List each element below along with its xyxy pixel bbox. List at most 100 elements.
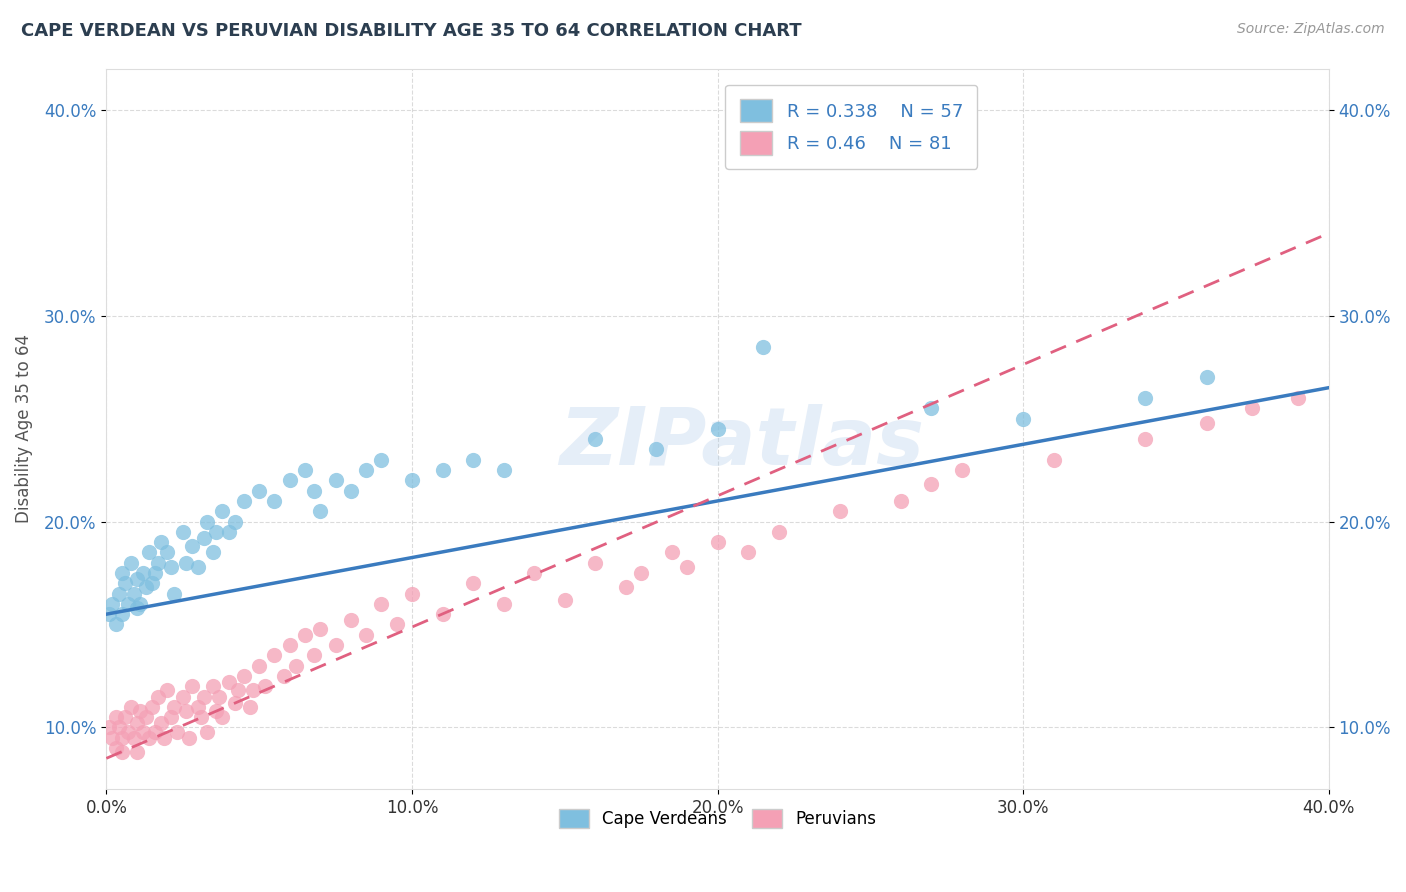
- Point: [492, 597, 515, 611]
- Point: [1195, 370, 1218, 384]
- Point: [138, 545, 160, 559]
- Point: [645, 442, 668, 457]
- Point: [385, 617, 408, 632]
- Point: [226, 683, 249, 698]
- Point: [554, 592, 576, 607]
- Point: [177, 731, 200, 745]
- Point: [153, 731, 176, 745]
- Point: [129, 597, 152, 611]
- Point: [676, 559, 699, 574]
- Point: [122, 586, 145, 600]
- Point: [211, 504, 233, 518]
- Point: [110, 745, 132, 759]
- Point: [1286, 391, 1309, 405]
- Point: [104, 710, 127, 724]
- Point: [135, 581, 157, 595]
- Point: [284, 658, 307, 673]
- Point: [208, 690, 231, 704]
- Point: [159, 710, 181, 724]
- Point: [117, 597, 139, 611]
- Point: [630, 566, 652, 580]
- Point: [492, 463, 515, 477]
- Point: [614, 581, 637, 595]
- Point: [247, 483, 270, 498]
- Point: [218, 675, 240, 690]
- Point: [162, 699, 184, 714]
- Point: [125, 572, 148, 586]
- Point: [132, 566, 155, 580]
- Point: [1042, 452, 1064, 467]
- Point: [294, 628, 316, 642]
- Point: [302, 648, 325, 663]
- Point: [187, 559, 209, 574]
- Point: [156, 545, 179, 559]
- Point: [180, 679, 202, 693]
- Point: [101, 597, 124, 611]
- Point: [737, 545, 759, 559]
- Y-axis label: Disability Age 35 to 64: Disability Age 35 to 64: [15, 334, 32, 524]
- Point: [247, 658, 270, 673]
- Point: [120, 699, 142, 714]
- Point: [706, 535, 728, 549]
- Point: [211, 710, 233, 724]
- Point: [141, 699, 163, 714]
- Point: [110, 566, 132, 580]
- Point: [205, 524, 228, 539]
- Point: [166, 724, 188, 739]
- Point: [661, 545, 683, 559]
- Point: [432, 463, 454, 477]
- Point: [141, 576, 163, 591]
- Point: [432, 607, 454, 622]
- Point: [180, 539, 202, 553]
- Point: [104, 741, 127, 756]
- Point: [239, 699, 262, 714]
- Point: [401, 586, 423, 600]
- Point: [309, 622, 332, 636]
- Point: [325, 474, 347, 488]
- Point: [187, 699, 209, 714]
- Point: [172, 690, 194, 704]
- Point: [110, 607, 132, 622]
- Point: [107, 586, 129, 600]
- Point: [159, 559, 181, 574]
- Point: [125, 745, 148, 759]
- Point: [202, 679, 225, 693]
- Point: [193, 690, 215, 704]
- Point: [1135, 432, 1157, 446]
- Point: [254, 679, 277, 693]
- Point: [172, 524, 194, 539]
- Point: [921, 477, 943, 491]
- Point: [1012, 411, 1035, 425]
- Point: [101, 731, 124, 745]
- Point: [193, 531, 215, 545]
- Point: [107, 721, 129, 735]
- Point: [1135, 391, 1157, 405]
- Point: [132, 724, 155, 739]
- Point: [354, 628, 377, 642]
- Point: [114, 576, 136, 591]
- Point: [156, 683, 179, 698]
- Point: [294, 463, 316, 477]
- Point: [354, 463, 377, 477]
- Point: [143, 724, 166, 739]
- Point: [205, 704, 228, 718]
- Point: [125, 716, 148, 731]
- Point: [263, 648, 285, 663]
- Point: [174, 704, 197, 718]
- Point: [890, 494, 912, 508]
- Point: [195, 724, 218, 739]
- Text: Source: ZipAtlas.com: Source: ZipAtlas.com: [1237, 22, 1385, 37]
- Point: [174, 556, 197, 570]
- Point: [340, 613, 363, 627]
- Point: [150, 716, 173, 731]
- Point: [828, 504, 851, 518]
- Point: [150, 535, 173, 549]
- Point: [461, 576, 484, 591]
- Point: [135, 710, 157, 724]
- Legend: Cape Verdeans, Peruvians: Cape Verdeans, Peruvians: [553, 803, 883, 835]
- Point: [309, 504, 332, 518]
- Point: [263, 494, 285, 508]
- Point: [273, 669, 295, 683]
- Point: [129, 704, 152, 718]
- Point: [224, 515, 246, 529]
